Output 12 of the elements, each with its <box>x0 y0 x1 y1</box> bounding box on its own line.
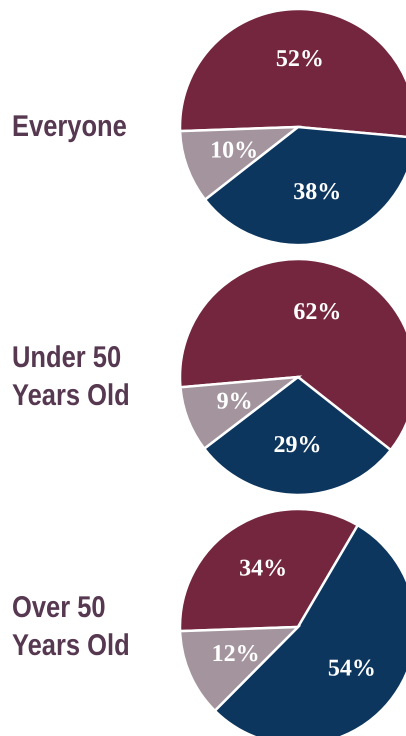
data-label: 12% <box>212 641 260 668</box>
data-label: 54% <box>328 655 376 682</box>
text: Under 50 Years Old <box>12 340 131 414</box>
text: Everyone <box>12 109 128 145</box>
data-label: 52% <box>276 46 324 72</box>
text: Over 50 Years Old <box>12 590 131 664</box>
data-label: 10% <box>210 137 258 164</box>
data-label: 34% <box>239 556 288 582</box>
data-label: 29% <box>274 432 322 458</box>
data-label: 9% <box>216 388 253 415</box>
data-label: 38% <box>293 179 342 206</box>
data-label: 62% <box>293 298 342 325</box>
